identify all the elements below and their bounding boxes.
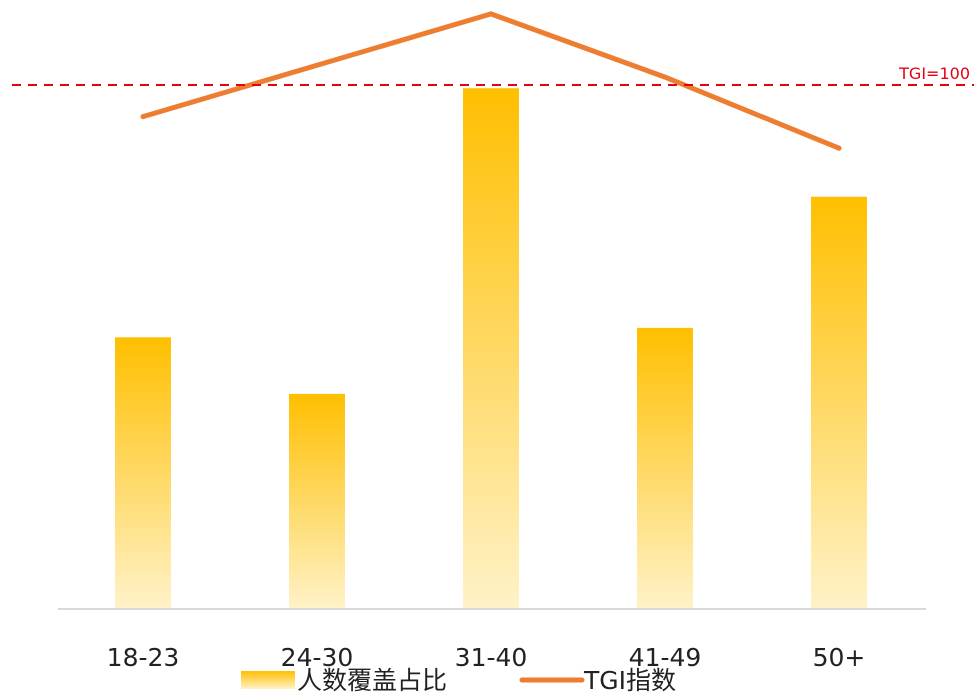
tgi-point-24-30 — [314, 62, 320, 68]
tick-label-18-23: 18-23 — [107, 643, 180, 672]
tick-label-50+: 50+ — [813, 643, 866, 672]
bar-31-40 — [463, 88, 519, 609]
legend-label-line: TGI指数 — [583, 666, 676, 693]
tick-label-24-30: 24-30 — [281, 643, 354, 672]
legend-swatch-bar — [241, 671, 295, 689]
tgi-point-31-40 — [488, 11, 494, 17]
bar-50+ — [811, 196, 867, 610]
bar-41-49 — [637, 327, 693, 609]
bar-series — [115, 88, 867, 610]
x-axis-ticks: 18-23 24-30 31-40 41-49 50+ — [107, 643, 866, 672]
bar-24-30 — [289, 393, 345, 609]
bar-18-23 — [115, 337, 171, 609]
reference-line-label: TGI=100 — [898, 64, 970, 83]
tgi-point-18-23 — [140, 114, 146, 120]
tgi-point-50+ — [836, 145, 842, 151]
line-series — [140, 11, 842, 151]
tick-label-31-40: 31-40 — [455, 643, 528, 672]
legend-label-bar: 人数覆盖占比 — [297, 666, 447, 693]
tick-label-41-49: 41-49 — [629, 643, 702, 672]
legend: 人数覆盖占比 TGI指数 — [241, 666, 676, 693]
tgi-point-41-49 — [662, 74, 668, 80]
